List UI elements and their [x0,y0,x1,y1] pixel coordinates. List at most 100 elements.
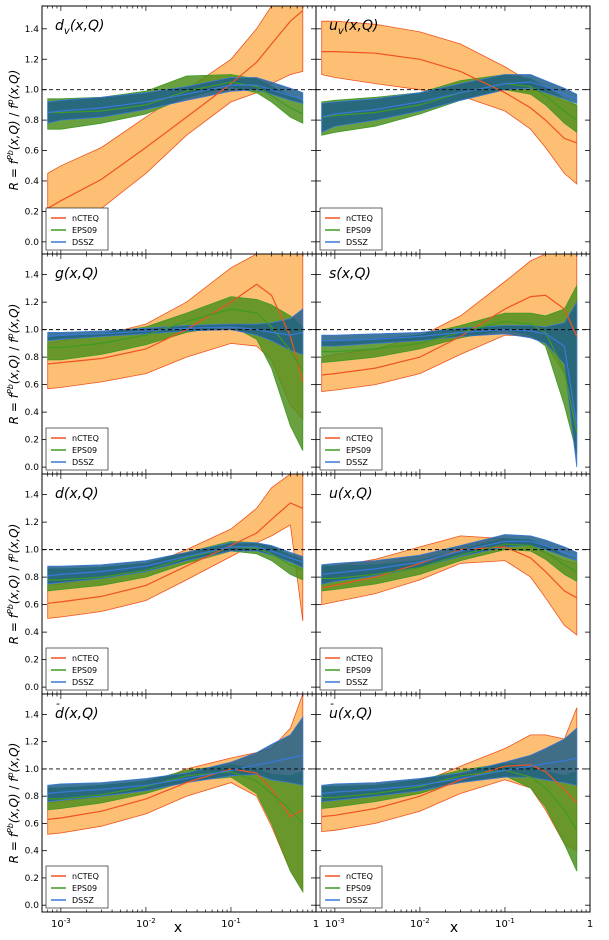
ylabel-pb: Pb [6,823,15,833]
panels: 0.00.20.40.60.81.01.21.4 dv(x,Q)nCTEQEPS0… [6,5,593,930]
legend-box [45,427,109,471]
legend-box [319,427,383,471]
band-dssz [47,715,304,803]
ylabel-R: R [7,855,21,863]
y-axis-label-3: R = fPb(x,Q) / fp(x,Q) [6,524,21,645]
ylabel-p: p [6,333,15,339]
y-tick-label: 1.4 [25,491,40,501]
y-tick-label: 1.2 [25,298,39,308]
ylabel-f2: f [7,337,21,343]
ylabel-pb: Pb [6,604,15,614]
line-dssz [47,84,303,114]
ylabel-xq2: (x,Q) [7,304,21,334]
panel-7: 0.00.20.40.60.81.01.21.410-3 10-2 10-1 1d(x… [25,693,319,930]
line-dssz [321,328,578,426]
title-args: (x,Q) [70,18,105,34]
y-tick-label: 0.2 [25,207,39,217]
band-dssz [321,727,578,803]
ylabel-slash: / [7,782,21,794]
y-tick-label: 0.8 [25,353,40,363]
ylabel-R: R [7,182,21,190]
panel-title: g(x,Q) [55,266,99,282]
y-tick-label: 0.6 [25,819,40,829]
ylabel-f2: f [7,103,21,109]
y-tick-label: 0.8 [25,116,40,126]
x-tick-base: 10 [221,919,234,930]
y-tick-label: 1.0 [25,546,40,556]
x-tick-base: 10 [325,919,338,930]
band-dssz [47,77,304,124]
band-dssz [47,542,304,585]
title-args: (x,Q) [336,266,371,282]
line-dssz [47,754,303,795]
x-tick-exp: -3 [64,917,71,925]
y-tick-label: 0.4 [25,628,40,638]
x-tick-base: 10 [136,919,149,930]
x-tick-label: 10-3 [325,917,345,930]
legend-label: DSSZ [346,678,368,687]
panel-5: 0.0 0.2 0.4 0.6 0.8 1.0 1.2 1.4 d(x,Q) nCTEQ EPS09… [25,473,317,695]
y-tick-label: 1.2 [25,55,39,65]
ylabel-eq: = [7,618,21,636]
ylabel-slash: / [7,563,21,575]
y-tick-label: 0.0 [25,238,40,248]
y-tick-label: 1.4 [25,710,40,720]
title-args: (x,Q) [344,18,379,34]
panel-title: s(x,Q) [329,266,371,282]
title-base: u [329,486,338,502]
legend-label: nCTEQ [72,872,99,881]
x-tick-label: 10-1 [221,917,241,930]
ylabel-xq: (x,Q) [7,354,21,384]
ylabel-p: p [6,99,15,105]
title-base: u [329,706,338,722]
ylabel-p: p [6,772,15,778]
legend-box [319,647,383,691]
ylabel-R: R [7,636,21,644]
y-axis-label-1: R = fPb(x,Q) / fp(x,Q) [6,70,21,191]
plot-area [47,254,304,451]
x-tick-label: 10-2 [136,917,156,930]
y-tick-label: 0.8 [25,573,40,583]
ylabel-f2: f [7,557,21,563]
legend-label: DSSZ [346,896,368,905]
line-eps09 [321,320,578,433]
line-ncteq [47,283,304,383]
x-tick-exp: -1 [508,917,515,925]
y-tick-label: 0.2 [25,656,39,666]
plot-area [47,474,304,622]
title-sub: v [64,26,71,37]
line-dssz [321,540,577,575]
panel-title: u(x,Q) [329,486,373,502]
legend-label: DSSZ [72,678,94,687]
plot-area [321,534,578,636]
legend-label: DSSZ [346,238,368,247]
line-ncteq [47,502,304,604]
band-dssz [47,308,304,355]
x-tick-exp: -1 [234,917,241,925]
line-dssz [47,546,303,577]
title-args: (x,Q) [338,706,373,722]
x-axis-label-left: x [174,920,182,936]
line-ncteq [321,294,578,376]
legend-label: DSSZ [72,896,94,905]
y-tick-label: 0.8 [25,792,40,802]
legend-label: EPS09 [346,446,371,455]
ylabel-xq2: (x,Q) [7,743,21,773]
legend-label: DSSZ [346,458,368,467]
line-ncteq [47,768,304,820]
title-base: d [55,706,64,722]
legend-label: EPS09 [72,226,97,235]
legend-box [45,865,109,909]
panel-frame [315,693,591,913]
y-tick-label: 0.0 [25,683,40,693]
title-args: (x,Q) [64,266,99,282]
ylabel-xq2: (x,Q) [7,524,21,554]
line-dssz [321,81,578,118]
title-base: s [329,266,336,282]
legend-box [319,207,383,251]
ylabel-f: f [7,392,21,398]
y-tick-label: 0.6 [25,381,40,391]
y-tick-label: 0.6 [25,147,40,157]
legend-box [319,865,383,909]
